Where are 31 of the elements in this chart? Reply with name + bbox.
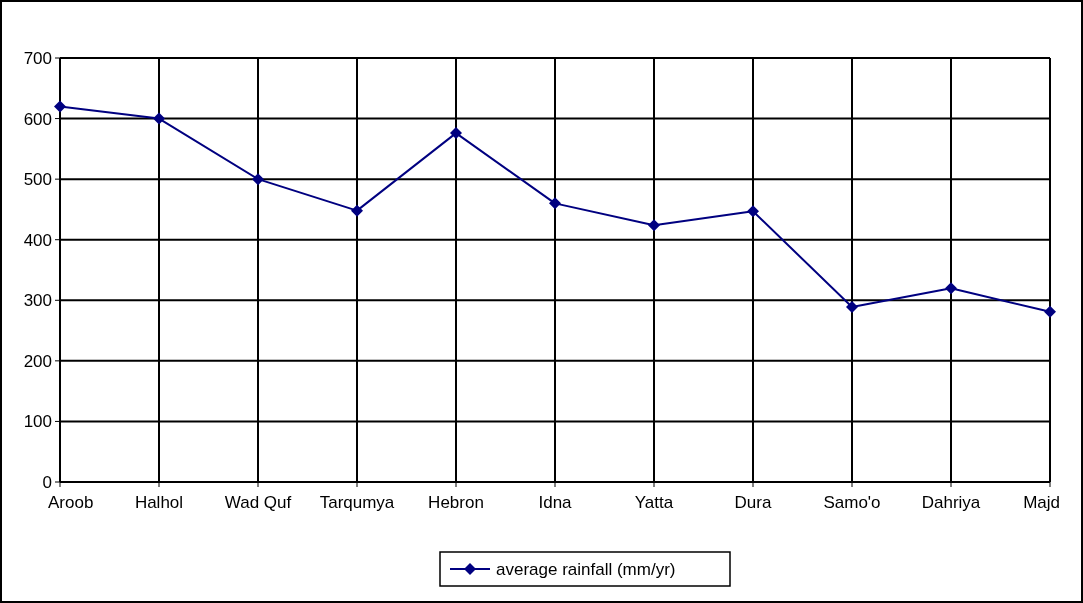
x-tick-label: Aroob [48, 493, 94, 512]
point [747, 205, 759, 218]
x-tick-label: Majd [1023, 493, 1060, 512]
x-tick-label: Dura [734, 493, 772, 512]
x-tick-label: Idna [538, 493, 573, 512]
point [252, 173, 264, 186]
point [1044, 305, 1056, 318]
x-tick-label: Hebron [428, 493, 484, 512]
point [846, 300, 858, 313]
x-tick-label: Samo'o [823, 493, 881, 512]
y-tick-label: 300 [23, 291, 52, 311]
point [450, 127, 462, 140]
x-tick-label: Wad Quf [224, 493, 292, 512]
y-tick-label: 200 [23, 351, 52, 371]
y-tick-label: 0 [42, 472, 52, 492]
y-tick-label: 700 [23, 48, 52, 68]
point [54, 100, 66, 113]
legend-label: average rainfall (mm/yr) [496, 559, 676, 579]
point [648, 219, 660, 232]
point [549, 197, 561, 210]
y-tick-label: 100 [23, 412, 52, 432]
y-tick-label: 600 [23, 109, 52, 129]
y-tick-label: 500 [23, 170, 52, 190]
point [945, 282, 957, 295]
point [351, 204, 363, 217]
x-tick-label: Tarqumya [319, 493, 395, 512]
point [153, 112, 165, 125]
x-tick-label: Dahriya [921, 493, 981, 512]
x-tick-label: Yatta [634, 493, 674, 512]
x-tick-label: Halhol [134, 493, 184, 512]
y-tick-label: 400 [23, 230, 52, 250]
